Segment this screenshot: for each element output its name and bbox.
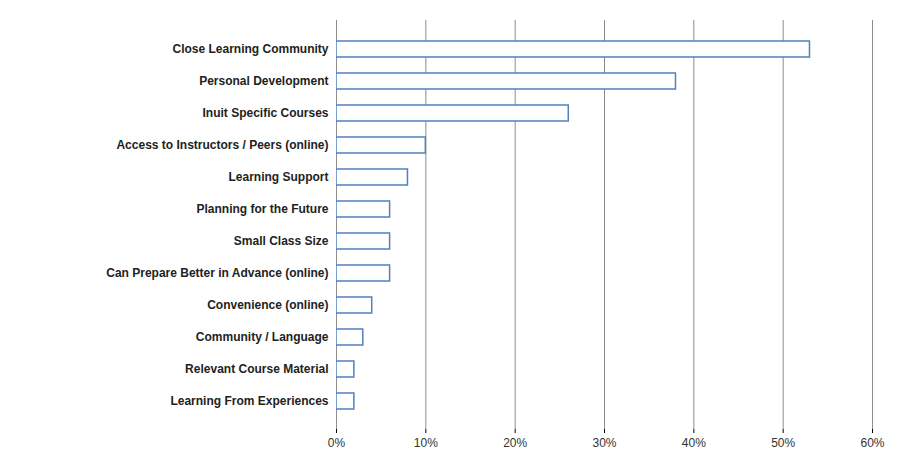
- svg-text:Planning for the Future: Planning for the Future: [197, 202, 329, 216]
- svg-text:Relevant Course Material: Relevant Course Material: [185, 362, 328, 376]
- svg-text:Personal Development: Personal Development: [199, 74, 328, 88]
- svg-text:Access to Instructors / Peers: Access to Instructors / Peers (online): [116, 138, 328, 152]
- svg-text:0%: 0%: [328, 436, 346, 450]
- svg-text:Close Learning Community: Close Learning Community: [172, 42, 328, 56]
- svg-text:Inuit Specific Courses: Inuit Specific Courses: [202, 106, 328, 120]
- svg-text:60%: 60%: [860, 436, 884, 450]
- svg-text:Small Class Size: Small Class Size: [234, 234, 329, 248]
- svg-text:Learning From Experiences: Learning From Experiences: [170, 394, 328, 408]
- svg-text:20%: 20%: [503, 436, 527, 450]
- svg-text:10%: 10%: [414, 436, 438, 450]
- svg-text:Convenience (online): Convenience (online): [207, 298, 328, 312]
- svg-text:40%: 40%: [682, 436, 706, 450]
- svg-text:Can Prepare Better in Advance: Can Prepare Better in Advance (online): [106, 266, 328, 280]
- svg-text:50%: 50%: [771, 436, 795, 450]
- svg-text:Community / Language: Community / Language: [196, 330, 329, 344]
- svg-text:Learning Support: Learning Support: [229, 170, 329, 184]
- svg-text:30%: 30%: [592, 436, 616, 450]
